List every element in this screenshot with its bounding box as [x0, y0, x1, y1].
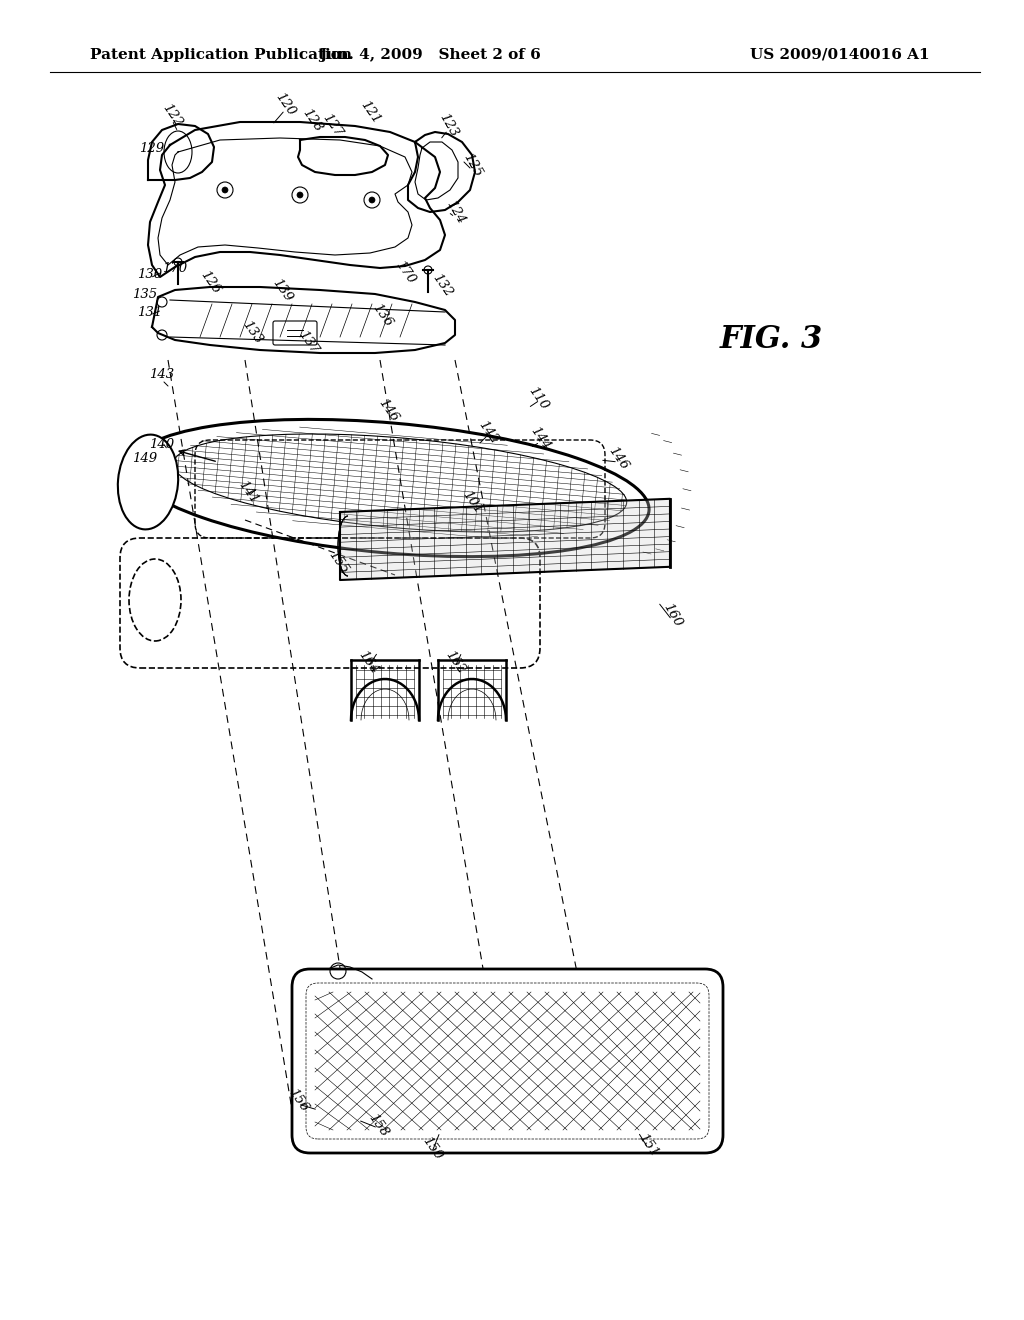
Text: 155: 155 [326, 548, 350, 576]
Text: 164: 164 [355, 648, 381, 676]
Text: 128: 128 [299, 106, 325, 135]
Text: 110: 110 [525, 384, 551, 412]
Text: FIG. 3: FIG. 3 [720, 325, 823, 355]
Circle shape [369, 197, 375, 203]
Text: 127: 127 [319, 111, 344, 139]
Text: 140: 140 [150, 438, 174, 451]
Text: 129: 129 [139, 141, 165, 154]
Text: 101: 101 [460, 488, 484, 516]
Text: 146: 146 [605, 444, 631, 473]
Polygon shape [340, 499, 670, 579]
Text: 170: 170 [392, 257, 418, 286]
Text: 120: 120 [272, 90, 298, 117]
Text: 124: 124 [443, 198, 467, 226]
Text: 126: 126 [198, 268, 222, 296]
Text: 158: 158 [366, 1111, 390, 1139]
Text: 137: 137 [296, 327, 321, 356]
Text: 142: 142 [475, 418, 501, 446]
Text: 144: 144 [527, 424, 553, 451]
Text: 125: 125 [460, 150, 484, 180]
Text: 141: 141 [236, 478, 260, 506]
Text: 122: 122 [160, 102, 184, 129]
Text: 121: 121 [357, 98, 383, 125]
Text: 151: 151 [636, 1131, 660, 1159]
Text: 131: 131 [137, 305, 163, 318]
Text: Jun. 4, 2009   Sheet 2 of 6: Jun. 4, 2009 Sheet 2 of 6 [319, 48, 541, 62]
Text: 156: 156 [286, 1086, 310, 1114]
Text: 135: 135 [132, 289, 158, 301]
Text: 133: 133 [240, 318, 264, 346]
Text: 146: 146 [376, 396, 400, 424]
Circle shape [297, 191, 303, 198]
Text: 136: 136 [370, 301, 394, 329]
Text: 170: 170 [163, 261, 187, 275]
Ellipse shape [118, 434, 178, 529]
FancyBboxPatch shape [292, 969, 723, 1152]
Text: 130: 130 [137, 268, 163, 281]
Text: 160: 160 [660, 601, 684, 630]
Text: 149: 149 [132, 451, 158, 465]
Text: 143: 143 [150, 368, 174, 381]
Text: 139: 139 [269, 276, 295, 304]
Text: 132: 132 [429, 271, 455, 300]
Text: 123: 123 [436, 111, 460, 139]
Circle shape [222, 187, 228, 193]
Text: 150: 150 [420, 1134, 444, 1162]
Text: Patent Application Publication: Patent Application Publication [90, 48, 352, 62]
Text: 162: 162 [442, 648, 468, 676]
Text: US 2009/0140016 A1: US 2009/0140016 A1 [751, 48, 930, 62]
